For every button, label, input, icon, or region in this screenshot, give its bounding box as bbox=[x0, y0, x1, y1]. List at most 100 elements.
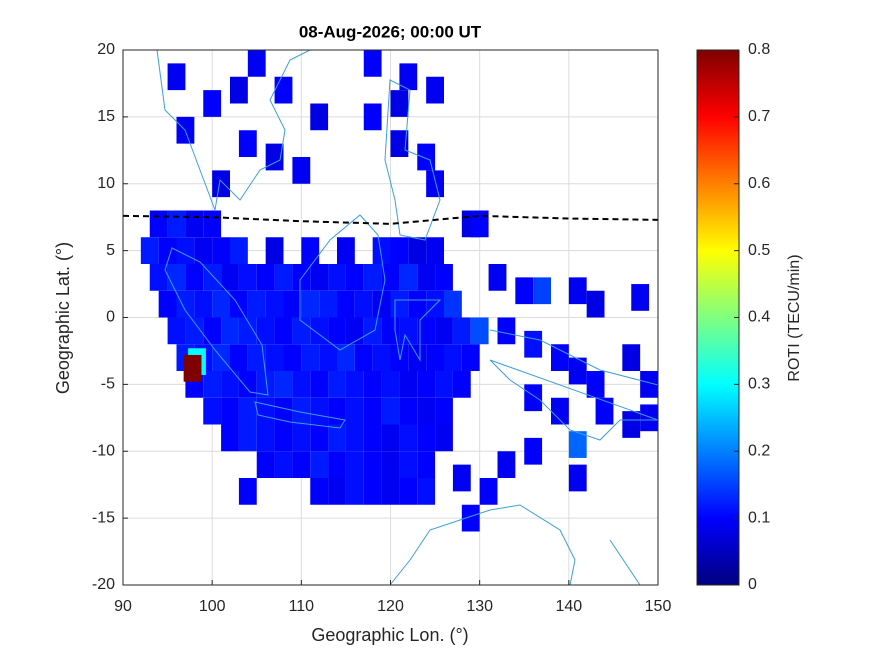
roti-cell bbox=[310, 397, 329, 425]
roti-cell bbox=[390, 237, 409, 264]
colorbar-tick-label: 0.6 bbox=[748, 175, 770, 192]
roti-cell bbox=[568, 277, 587, 305]
roti-cell bbox=[524, 384, 543, 412]
roti-cell bbox=[435, 264, 453, 291]
roti-cell bbox=[185, 317, 204, 345]
roti-cell bbox=[292, 397, 311, 425]
roti-cell bbox=[149, 264, 168, 291]
roti-cell bbox=[497, 317, 516, 345]
roti-cell bbox=[310, 424, 329, 452]
roti-cell bbox=[167, 210, 186, 238]
colorbar-tick-label: 0.5 bbox=[748, 242, 770, 259]
roti-cell bbox=[185, 210, 204, 238]
roti-cell bbox=[345, 397, 364, 425]
colorbar-tick-label: 0.8 bbox=[748, 41, 770, 58]
roti-cell bbox=[461, 504, 480, 532]
coast-sulawesi bbox=[394, 299, 442, 362]
roti-cell bbox=[399, 397, 418, 425]
roti-cell bbox=[238, 478, 257, 505]
colorbar-tick-label: 0.4 bbox=[748, 309, 770, 326]
roti-cell bbox=[363, 371, 382, 398]
y-tick-label: -10 bbox=[92, 442, 115, 459]
roti-cell bbox=[247, 344, 266, 371]
x-axis-label: Geographic Lon. (°) bbox=[311, 625, 468, 645]
lines bbox=[123, 214, 658, 225]
roti-cell bbox=[328, 451, 346, 478]
roti-cell bbox=[452, 317, 471, 345]
roti-cell bbox=[399, 451, 418, 478]
roti-cell bbox=[363, 451, 382, 478]
roti-cell bbox=[274, 397, 293, 425]
roti-cell bbox=[435, 397, 453, 425]
roti-cell bbox=[568, 357, 587, 385]
y-tick-label: 0 bbox=[106, 309, 115, 326]
roti-cell bbox=[417, 451, 436, 478]
roti-cell bbox=[363, 50, 382, 77]
roti-cell bbox=[203, 371, 222, 398]
roti-cell bbox=[167, 317, 186, 345]
x-tick-label: 110 bbox=[289, 598, 315, 615]
roti-cell bbox=[203, 317, 222, 345]
roti-cell bbox=[390, 290, 409, 318]
roti-cell bbox=[345, 317, 364, 345]
roti-cell bbox=[203, 210, 222, 238]
roti-cell bbox=[265, 143, 284, 171]
y-tick-label: 5 bbox=[106, 242, 115, 259]
colorbar-tick-label: 0.7 bbox=[748, 108, 770, 125]
roti-cell bbox=[221, 424, 239, 452]
roti-cell bbox=[533, 277, 551, 305]
roti-cell bbox=[194, 290, 213, 318]
roti-cell bbox=[524, 330, 543, 358]
roti-cell bbox=[319, 290, 337, 318]
roti-cell bbox=[328, 317, 346, 345]
roti-cell bbox=[265, 290, 284, 318]
roti-cell bbox=[328, 397, 346, 425]
roti-cell bbox=[230, 76, 248, 104]
roti-cell bbox=[274, 76, 293, 104]
y-tick-label: -15 bbox=[92, 509, 115, 526]
roti-cell bbox=[238, 130, 257, 157]
roti-cell bbox=[185, 264, 204, 291]
roti-cell bbox=[435, 317, 453, 345]
coast-indochina bbox=[156, 50, 311, 212]
roti-cell bbox=[595, 397, 614, 425]
roti-cell bbox=[444, 344, 462, 371]
roti-cell bbox=[328, 424, 346, 452]
roti-cell bbox=[337, 344, 355, 371]
y-tick-label: 15 bbox=[97, 108, 115, 125]
roti-cell bbox=[524, 437, 543, 465]
roti-cell bbox=[292, 424, 311, 452]
chart-title: 08-Aug-2026; 00:00 UT bbox=[299, 22, 482, 41]
colorbar-label: ROTI (TECU/min) bbox=[786, 254, 803, 381]
x-tick-label: 140 bbox=[555, 598, 582, 615]
roti-cell bbox=[408, 237, 427, 264]
roti-cell bbox=[238, 317, 257, 345]
roti-cell bbox=[399, 264, 418, 291]
roti-cell bbox=[256, 264, 275, 291]
roti-cell bbox=[310, 371, 329, 398]
roti-cell bbox=[283, 290, 302, 318]
roti-cell bbox=[586, 371, 605, 398]
roti-cell bbox=[265, 344, 284, 371]
y-tick-label: -5 bbox=[101, 376, 115, 393]
roti-cell bbox=[221, 397, 239, 425]
roti-cell bbox=[301, 290, 320, 318]
roti-cell bbox=[568, 431, 587, 458]
roti-cell bbox=[310, 264, 329, 291]
x-tick-label: 120 bbox=[377, 598, 404, 615]
roti-cell bbox=[551, 344, 569, 371]
roti-cell bbox=[265, 237, 284, 264]
y-tick-label: 10 bbox=[97, 175, 115, 192]
roti-cell bbox=[354, 344, 373, 371]
roti-cell bbox=[292, 157, 311, 184]
roti-cell bbox=[212, 290, 230, 318]
roti-cell bbox=[337, 237, 355, 264]
roti-cell bbox=[640, 371, 658, 398]
x-tick-label: 100 bbox=[199, 598, 226, 615]
roti-cell bbox=[337, 290, 355, 318]
roti-cell bbox=[274, 451, 293, 478]
roti-cell bbox=[372, 290, 391, 318]
roti-cell bbox=[363, 103, 382, 131]
roti-cell bbox=[372, 344, 391, 371]
